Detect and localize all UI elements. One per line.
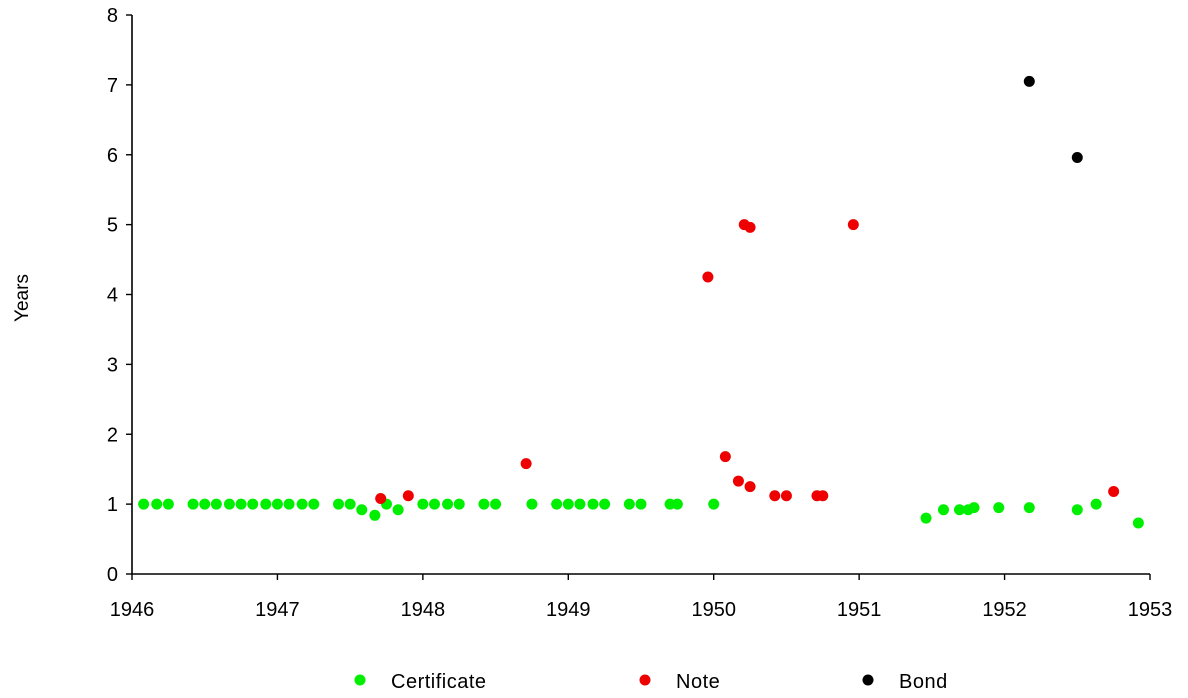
data-point-note xyxy=(402,490,414,502)
data-point-note xyxy=(744,221,756,233)
data-point-certificate xyxy=(1071,504,1083,516)
data-point-certificate xyxy=(199,498,211,510)
y-tick-label: 3 xyxy=(107,354,118,376)
data-point-certificate xyxy=(271,498,283,510)
data-point-certificate xyxy=(635,498,647,510)
data-point-certificate xyxy=(151,498,163,510)
data-point-certificate xyxy=(920,512,932,524)
data-point-certificate xyxy=(1090,498,1102,510)
data-point-certificate xyxy=(587,498,599,510)
y-axis-ticks: 0 1 2 3 4 5 6 7 8 xyxy=(107,5,132,586)
y-tick-label: 0 xyxy=(107,564,118,586)
legend-item-bond: Bond xyxy=(862,671,948,693)
data-point-note xyxy=(744,481,756,493)
data-point-certificate xyxy=(356,504,368,516)
data-point-bond xyxy=(1023,75,1035,87)
data-point-note xyxy=(719,451,731,463)
y-tick-label: 2 xyxy=(107,424,118,446)
data-point-note xyxy=(780,490,792,502)
data-point-certificate xyxy=(333,498,345,510)
data-point-certificate xyxy=(1132,517,1144,529)
data-point-certificate xyxy=(562,498,574,510)
data-point-certificate xyxy=(162,498,174,510)
legend-marker-certificate xyxy=(354,674,366,686)
data-point-certificate xyxy=(247,498,259,510)
data-point-note xyxy=(375,493,387,505)
data-point-certificate xyxy=(235,498,247,510)
data-point-certificate xyxy=(968,502,980,514)
data-point-certificate xyxy=(953,504,965,516)
data-point-certificate xyxy=(260,498,272,510)
data-point-certificate xyxy=(671,498,683,510)
data-point-note xyxy=(1108,486,1120,498)
data-point-certificate xyxy=(623,498,635,510)
x-tick-label: 1950 xyxy=(691,599,736,621)
x-tick-label: 1946 xyxy=(110,599,155,621)
data-point-certificate xyxy=(599,498,611,510)
y-tick-label: 1 xyxy=(107,494,118,516)
legend-marker-note xyxy=(639,674,651,686)
data-point-certificate xyxy=(490,498,502,510)
legend-item-certificate: Certificate xyxy=(354,671,487,693)
y-axis-title: Years xyxy=(12,274,33,322)
legend-marker-bond xyxy=(862,674,874,686)
data-point-note xyxy=(847,219,859,231)
data-point-certificate xyxy=(210,498,222,510)
data-point-certificate xyxy=(296,498,308,510)
data-points xyxy=(138,75,1144,529)
data-point-certificate xyxy=(442,498,454,510)
data-point-certificate xyxy=(223,498,235,510)
data-point-certificate xyxy=(937,504,949,516)
data-point-certificate xyxy=(344,498,356,510)
data-point-note xyxy=(702,271,714,283)
data-point-certificate xyxy=(478,498,490,510)
y-tick-label: 8 xyxy=(107,5,118,27)
legend-item-note: Note xyxy=(639,671,720,693)
data-point-certificate xyxy=(708,498,720,510)
data-point-certificate xyxy=(369,509,381,521)
data-point-note xyxy=(520,458,532,470)
data-point-certificate xyxy=(417,498,429,510)
x-tick-label: 1953 xyxy=(1128,599,1173,621)
data-point-certificate xyxy=(187,498,199,510)
x-axis-ticks: 1946 1947 1948 1949 1950 1951 1952 1953 xyxy=(110,574,1173,621)
data-point-certificate xyxy=(1023,502,1035,514)
y-tick-label: 5 xyxy=(107,215,118,237)
y-tick-label: 4 xyxy=(107,285,118,307)
legend-label-bond: Bond xyxy=(899,671,948,693)
data-point-certificate xyxy=(392,504,404,516)
data-point-certificate xyxy=(138,498,150,510)
data-point-certificate xyxy=(428,498,440,510)
y-tick-label: 7 xyxy=(107,75,118,97)
legend-label-note: Note xyxy=(676,671,720,693)
data-point-note xyxy=(817,490,829,502)
data-point-certificate xyxy=(283,498,295,510)
x-tick-label: 1949 xyxy=(546,599,591,621)
data-point-certificate xyxy=(574,498,586,510)
y-tick-label: 6 xyxy=(107,145,118,167)
x-tick-label: 1952 xyxy=(982,599,1027,621)
x-tick-label: 1947 xyxy=(255,599,300,621)
data-point-certificate xyxy=(551,498,563,510)
data-point-note xyxy=(732,475,744,487)
legend: Certificate Note Bond xyxy=(354,671,948,693)
data-point-bond xyxy=(1071,152,1083,164)
x-tick-label: 1948 xyxy=(401,599,446,621)
data-point-certificate xyxy=(308,498,320,510)
legend-label-certificate: Certificate xyxy=(391,671,487,693)
data-point-certificate xyxy=(453,498,465,510)
x-tick-label: 1951 xyxy=(837,599,882,621)
data-point-note xyxy=(769,490,781,502)
data-point-certificate xyxy=(993,502,1005,514)
data-point-certificate xyxy=(526,498,538,510)
